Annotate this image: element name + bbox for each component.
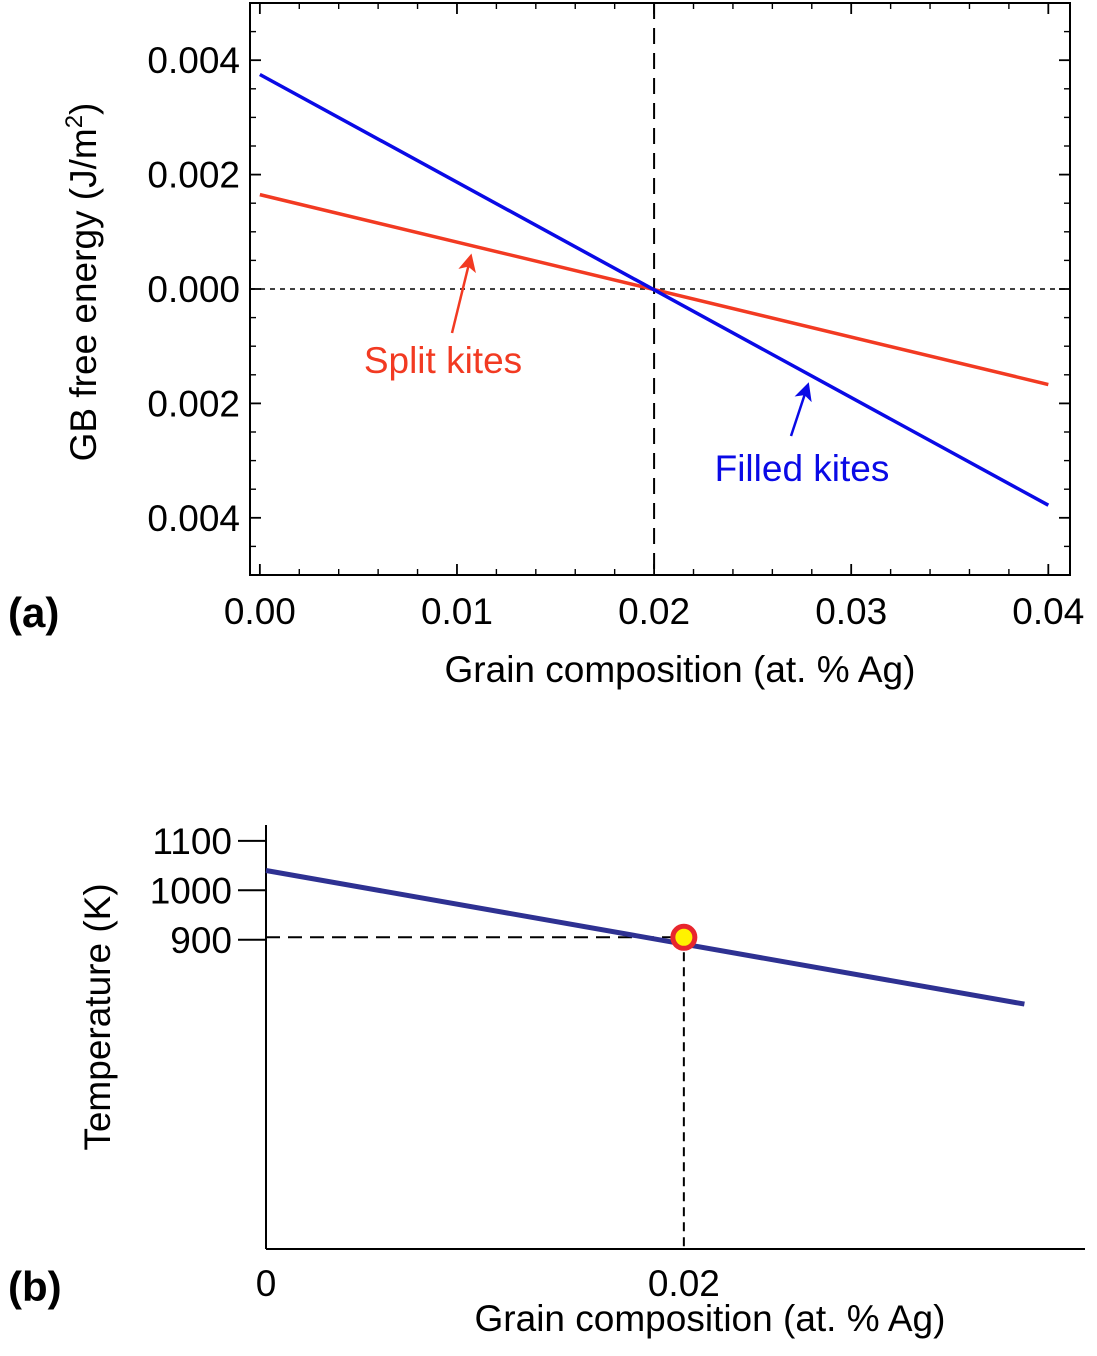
panel-a-y-tick-label: 0.002: [147, 383, 240, 424]
panel-a-x-axis-title: Grain composition (at. % Ag): [445, 649, 916, 690]
panel-b-label: (b): [8, 1263, 62, 1310]
filled-kites-annotation: Filled kites: [715, 448, 890, 489]
panel-b-x-tick-label: 0: [256, 1263, 277, 1304]
split-kites-annotation: Split kites: [364, 340, 522, 381]
highlight-point: [670, 923, 698, 951]
filled-kites-arrow: [789, 382, 812, 437]
panel-a-x-tick-label: 0.00: [224, 591, 296, 632]
panel-a-x-tick-label: 0.02: [618, 591, 690, 632]
panel-b: 1100 1000 900 0 0.02 Grain composition (at. …: [8, 821, 1085, 1339]
panel-b-x-tick-label: 0.02: [648, 1263, 720, 1304]
split-kites-arrow: [450, 253, 476, 334]
panel-a: 0.00 0.01 0.02 0.03 0.04 0.004 0.002 0.000 0.002…: [8, 2, 1084, 690]
filled-kites-line: [259, 72, 1050, 507]
panel-a-y-tick-label: 0.002: [147, 155, 240, 196]
panel-a-y-tick-label: 0.004: [147, 40, 240, 81]
panel-b-y-tick-label: 1100: [152, 821, 232, 862]
panel-b-y-tick-label: 900: [170, 920, 232, 961]
panel-a-y-tick-label: 0.004: [147, 498, 240, 539]
panel-a-y-axis-title-sup: 2: [61, 115, 88, 128]
panel-a-x-tick-label: 0.03: [815, 591, 887, 632]
panel-a-x-tick-label: 0.01: [421, 591, 493, 632]
panel-a-y-axis-title-close: ): [63, 103, 104, 115]
panel-b-y-axis-title: Temperature (K): [77, 883, 118, 1150]
panel-b-x-axis-title: Grain composition (at. % Ag): [475, 1298, 946, 1339]
panel-a-y-axis-title: GB free energy (J/m2): [61, 103, 104, 462]
temperature-line: [265, 868, 1025, 1007]
panel-a-y-axis-title-main: GB free energy (J/m: [63, 128, 104, 461]
panel-a-y-tick-label: 0.000: [147, 269, 240, 310]
panel-a-x-tick-label: 0.04: [1012, 591, 1084, 632]
panel-a-label: (a): [8, 589, 59, 636]
panel-b-y-tick-label: 1000: [150, 870, 232, 911]
